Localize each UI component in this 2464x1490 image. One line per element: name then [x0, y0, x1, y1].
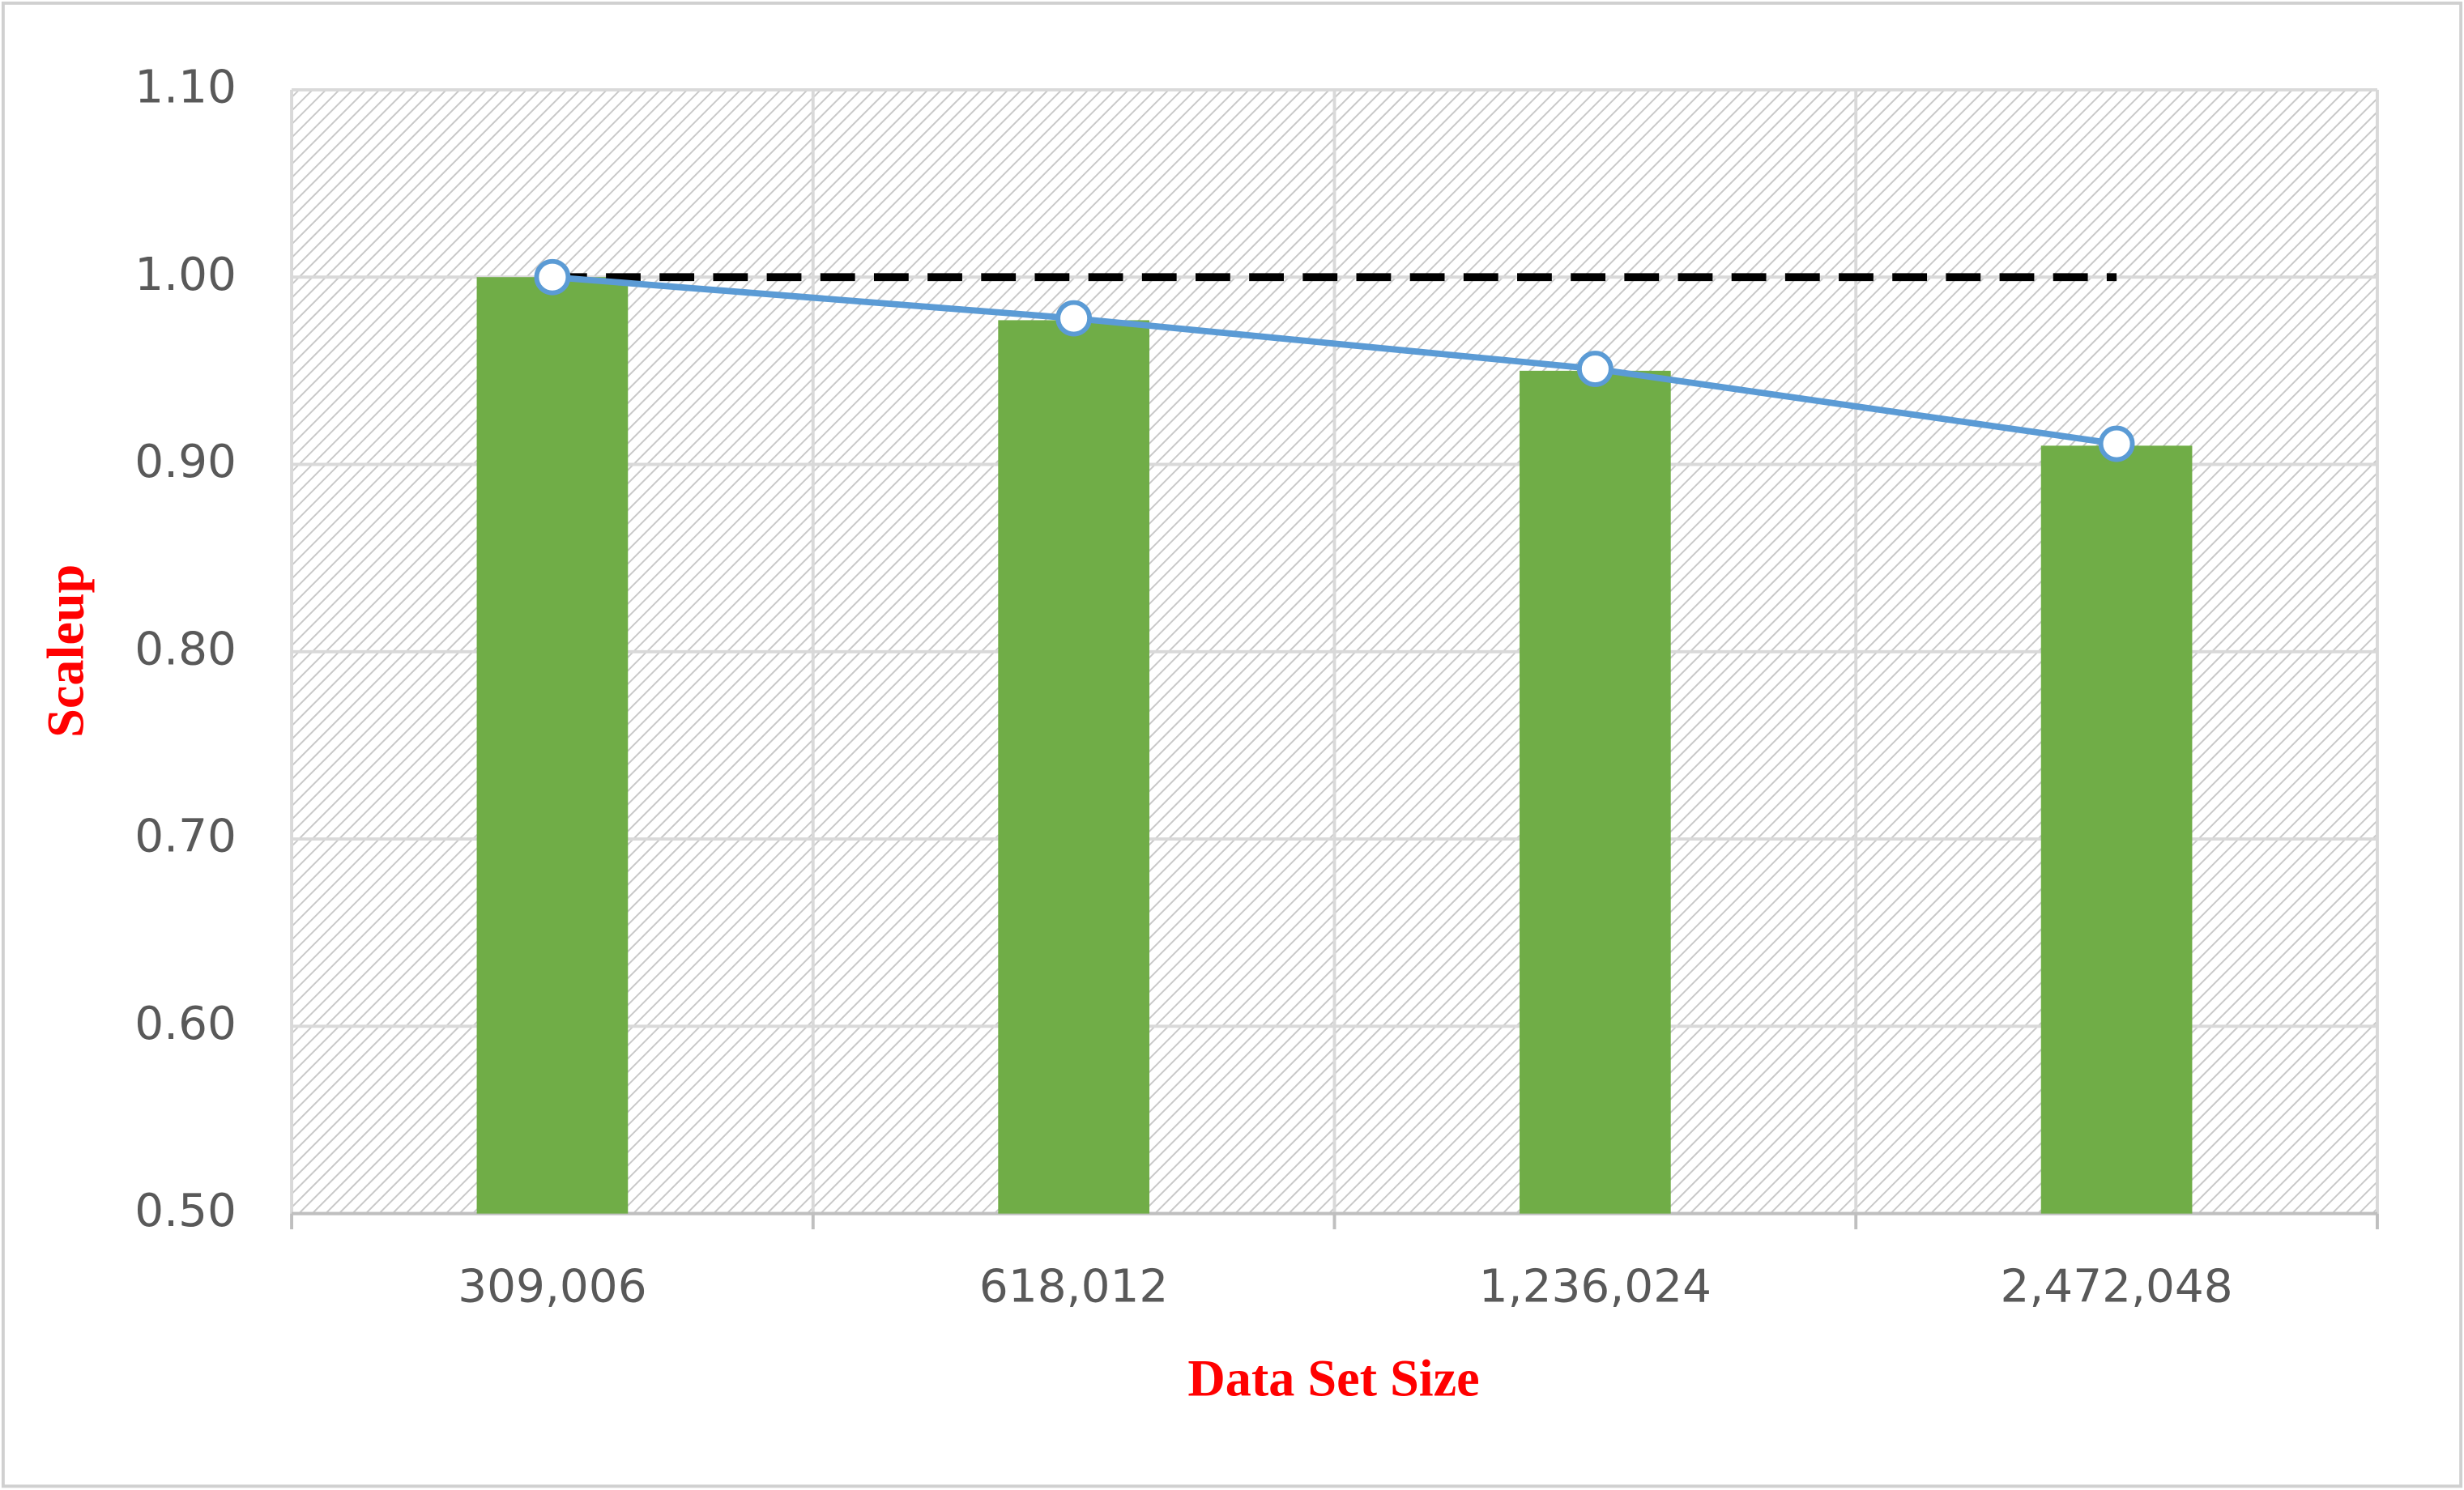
line-marker — [2098, 425, 2135, 462]
line — [552, 274, 2117, 447]
x-tick-label: 2,472,048 — [2000, 1261, 2232, 1313]
bar — [998, 320, 1149, 1214]
y-axis-title: Scaleup — [36, 564, 94, 738]
y-tick-label: 1.00 — [134, 249, 237, 301]
y-tick-label: 0.80 — [134, 623, 237, 675]
line-marker — [534, 258, 571, 296]
bar — [1520, 370, 1671, 1214]
line-marker — [1055, 300, 1093, 337]
y-tick-label: 0.50 — [134, 1185, 237, 1237]
y-tick-label: 0.60 — [134, 998, 237, 1050]
line-marker — [1576, 351, 1614, 387]
x-tick-label: 1,236,024 — [1479, 1261, 1712, 1313]
x-axis-title: Data Set Size — [1187, 1350, 1479, 1407]
bar — [476, 277, 629, 1214]
bar — [2040, 445, 2193, 1214]
y-tick-label: 0.70 — [134, 811, 237, 863]
x-tick-label: 309,006 — [458, 1261, 646, 1313]
y-tick-label: 1.10 — [134, 62, 237, 114]
x-tick-label: 618,012 — [979, 1261, 1168, 1313]
y-tick-label: 0.90 — [134, 436, 237, 488]
